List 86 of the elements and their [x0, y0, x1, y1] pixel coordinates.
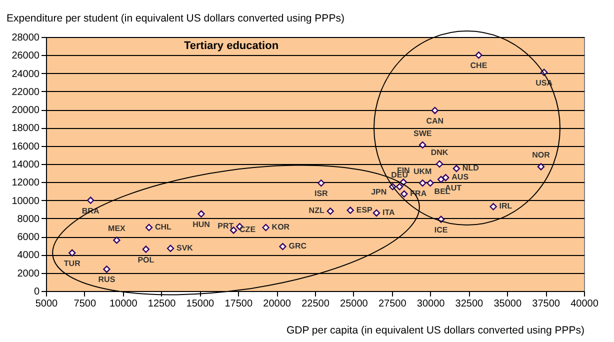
point — [279, 242, 286, 250]
annotation: ICE — [434, 225, 448, 234]
x-tick-label: 32500 — [455, 298, 484, 310]
annotation: SWE — [413, 128, 432, 138]
y-tick-label: 0 — [34, 286, 40, 298]
y-tick-label: 14000 — [12, 160, 40, 170]
point — [346, 206, 354, 214]
annotation: UKM — [413, 167, 432, 176]
annotation: ITA — [382, 208, 395, 217]
point — [426, 179, 434, 187]
point — [396, 183, 404, 190]
x-tick-label: 35000 — [494, 298, 522, 310]
y-axis-title: Expenditure per student (in equivalent US dollars converted using PPPs) — [6, 12, 344, 24]
annotation: CAN — [426, 116, 444, 126]
x-tick-label: 12500 — [148, 298, 176, 310]
y-tick-label: 20000 — [12, 105, 40, 116]
point — [400, 190, 408, 198]
point — [145, 224, 153, 232]
x-tick-label: 10000 — [109, 298, 138, 310]
point — [318, 179, 325, 187]
annotation: RUS — [98, 275, 116, 284]
annotation: KOR — [272, 222, 290, 232]
point — [113, 236, 120, 244]
annotation: DNK — [430, 148, 448, 157]
y-tick-label: 4000 — [17, 250, 40, 262]
y-tick-label: 16000 — [12, 141, 40, 152]
point — [166, 244, 174, 252]
annotation: AUS — [452, 172, 470, 182]
x-tick-label: 25000 — [340, 298, 368, 310]
y-tick-label: 6000 — [17, 232, 40, 244]
point — [372, 209, 380, 217]
point — [452, 164, 460, 172]
x-tick-label: 17500 — [224, 298, 253, 310]
annotation: TUR — [64, 258, 81, 268]
annotation: ISR — [314, 189, 328, 198]
point — [198, 210, 205, 218]
point — [262, 224, 270, 232]
point — [326, 208, 334, 215]
x-tick-label: 22500 — [302, 298, 330, 310]
y-tick-label: 12000 — [12, 178, 40, 189]
annotation: CZE — [240, 225, 256, 234]
x-tick-label: 20000 — [263, 298, 292, 310]
annotation: GRC — [288, 242, 307, 251]
point — [419, 179, 426, 187]
x-tick-label: 5000 — [35, 298, 58, 310]
y-tick-label: 10000 — [12, 196, 40, 207]
annotation: CHL — [154, 222, 172, 232]
y-tick-label: 28000 — [12, 32, 40, 44]
point — [490, 203, 497, 210]
annotation: PRT — [218, 222, 234, 231]
point — [86, 196, 94, 204]
x-tick-label: 15000 — [186, 298, 215, 310]
x-tick-label: 40000 — [570, 298, 599, 310]
point — [437, 176, 445, 184]
x-tick-label: 37500 — [532, 298, 560, 310]
point — [537, 163, 545, 170]
annotation: NLD — [462, 164, 480, 173]
annotation: NZL — [308, 206, 324, 216]
chart-title: Tertiary education — [184, 40, 279, 52]
annotation: HUN — [192, 220, 210, 229]
x-axis-title: GDP per capita (in equivalent US dollars converted using PPPs) — [286, 324, 584, 336]
y-tick-label: 22000 — [12, 86, 40, 98]
annotation: POL — [138, 255, 154, 264]
point — [68, 249, 76, 256]
y-tick-label: 8000 — [17, 214, 40, 225]
x-tick-label: 27500 — [378, 298, 407, 310]
y-tick-label: 18000 — [12, 123, 40, 134]
y-tick-label: 26000 — [12, 50, 40, 62]
annotation: ESP — [356, 205, 374, 214]
annotation: IRL — [499, 202, 512, 211]
y-tick-label: 2000 — [17, 268, 40, 280]
annotation: SVK — [176, 243, 194, 252]
point — [103, 266, 110, 273]
annotation: NOR — [532, 150, 550, 160]
point — [442, 174, 450, 182]
point — [419, 141, 426, 149]
point — [142, 246, 150, 253]
annotation: JPN — [371, 188, 387, 197]
point — [436, 160, 444, 168]
x-tick-label: 7500 — [74, 298, 96, 310]
point — [475, 52, 482, 59]
x-tick-label: 30000 — [416, 298, 446, 310]
y-tick-label: 24000 — [12, 68, 40, 80]
annotation: MEX — [108, 224, 126, 234]
point — [431, 106, 438, 114]
annotation: CHE — [470, 61, 488, 70]
